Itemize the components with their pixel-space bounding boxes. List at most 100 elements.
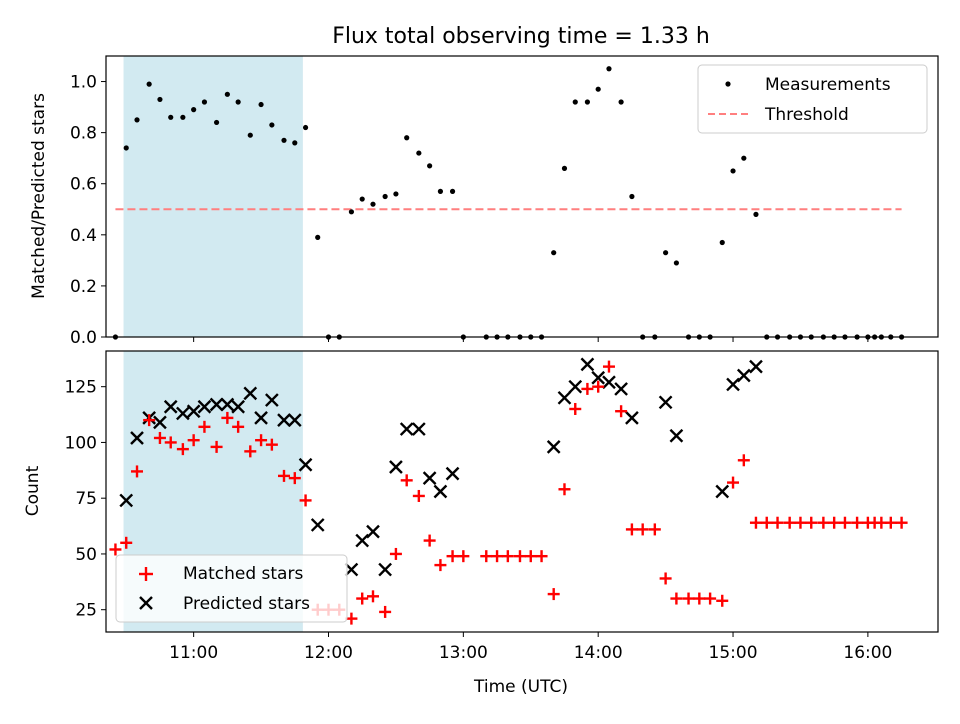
predicted-point [163, 399, 178, 414]
measurement-point [382, 193, 388, 200]
matched-point [176, 443, 189, 456]
count-panel-frame [105, 350, 939, 633]
predicted-point [580, 357, 595, 372]
ratio-panel-frame [105, 55, 939, 338]
matched-point [187, 434, 200, 447]
matched-point [625, 523, 638, 536]
measurement-point [606, 66, 612, 72]
legend-label-measurements: Measurements [765, 75, 891, 95]
y-tick-label: 50 [75, 545, 97, 565]
matched-point [423, 534, 436, 547]
matched-points [109, 360, 908, 625]
measurement-point [370, 201, 376, 207]
predicted-point [243, 386, 258, 401]
count-panel-y-label: Count [23, 465, 43, 516]
measurement-point [269, 122, 275, 128]
measurement-point [561, 165, 568, 171]
matched-point [221, 411, 234, 424]
predicted-points [119, 357, 763, 577]
matched-point [400, 474, 413, 487]
measurement-point [663, 250, 669, 256]
predicted-point [602, 375, 616, 390]
measurement-point [572, 99, 578, 105]
matched-point [737, 454, 750, 467]
matched-point [771, 516, 784, 529]
matched-point [480, 550, 493, 563]
measurement-point [146, 81, 152, 87]
measurement-point [427, 163, 433, 169]
y-tick-label: 25 [75, 601, 97, 621]
measurement-point [393, 191, 399, 197]
measurement-point [551, 250, 557, 256]
measurement-point [348, 209, 355, 215]
y-tick-label: 1.0 [70, 73, 97, 93]
predicted-point [197, 399, 212, 414]
legend-label-threshold: Threshold [764, 105, 849, 125]
predicted-point [119, 493, 134, 508]
matched-point [727, 476, 740, 489]
matched-point [299, 494, 312, 507]
predicted-point [411, 422, 426, 436]
measurement-point [123, 145, 129, 151]
matched-point [379, 605, 392, 618]
measurement-point [281, 137, 287, 143]
count-panel-legend: Matched stars Predicted stars [115, 554, 348, 623]
matched-point [602, 360, 615, 373]
measurement-point [673, 260, 679, 266]
matched-point [838, 516, 851, 529]
matched-point [581, 382, 594, 395]
predicted-point [298, 457, 313, 472]
matched-point [457, 550, 470, 563]
measurement-point [191, 107, 197, 113]
ratio-panel-y-label: Matched/Predicted stars [29, 93, 49, 299]
measurement-point [157, 96, 163, 103]
x-axis-label: Time (UTC) [473, 677, 568, 697]
matched-point [210, 440, 223, 453]
measurement-point [213, 119, 220, 126]
count-panel: 25 50 75 100 125 11:00 12:00 13:00 14:00 15:00 16… [23, 350, 939, 697]
matched-point [120, 536, 133, 549]
count-panel-y-axis: 25 50 75 100 125 [65, 378, 106, 621]
x-tick-label: 13:00 [439, 643, 488, 663]
predicted-point [736, 368, 751, 383]
predicted-point [726, 377, 740, 392]
predicted-point [669, 428, 684, 443]
predicted-point [220, 397, 235, 412]
matched-point [558, 483, 571, 496]
legend-marker-measurements [725, 81, 731, 87]
matched-point [670, 592, 683, 605]
measurement-point [449, 188, 456, 194]
predicted-point [546, 440, 561, 454]
predicted-point [715, 484, 730, 499]
x-tick-label: 12:00 [304, 643, 353, 663]
matched-point [434, 559, 447, 572]
measurement-point [168, 114, 174, 120]
predicted-point [389, 460, 403, 474]
measurement-point [134, 117, 140, 123]
matched-point [794, 516, 807, 529]
legend-box [115, 554, 348, 623]
y-tick-label: 0.2 [70, 277, 97, 297]
predicted-point [176, 406, 190, 421]
measurement-point [180, 114, 186, 120]
measurement-point [315, 234, 321, 240]
measurement-point [629, 193, 635, 200]
matched-point [143, 414, 156, 427]
x-tick-label: 11:00 [169, 643, 218, 663]
matched-point [828, 516, 841, 529]
matched-point [501, 550, 514, 563]
measurement-point [437, 188, 444, 194]
ratio-panel: 0.0 0.2 0.4 0.6 0.8 1.0 Matched/Predicted sta… [29, 55, 939, 348]
matched-point [513, 550, 526, 563]
ratio-panel-shaded-span [123, 56, 303, 337]
legend-label-predicted: Predicted stars [183, 594, 310, 614]
predicted-point [422, 471, 437, 485]
matched-point [615, 405, 628, 418]
measurement-point [258, 101, 264, 108]
measurement-point [224, 91, 230, 97]
matched-point [164, 436, 177, 449]
matched-point [547, 588, 560, 601]
measurement-point [730, 168, 736, 174]
matched-point [895, 516, 908, 529]
